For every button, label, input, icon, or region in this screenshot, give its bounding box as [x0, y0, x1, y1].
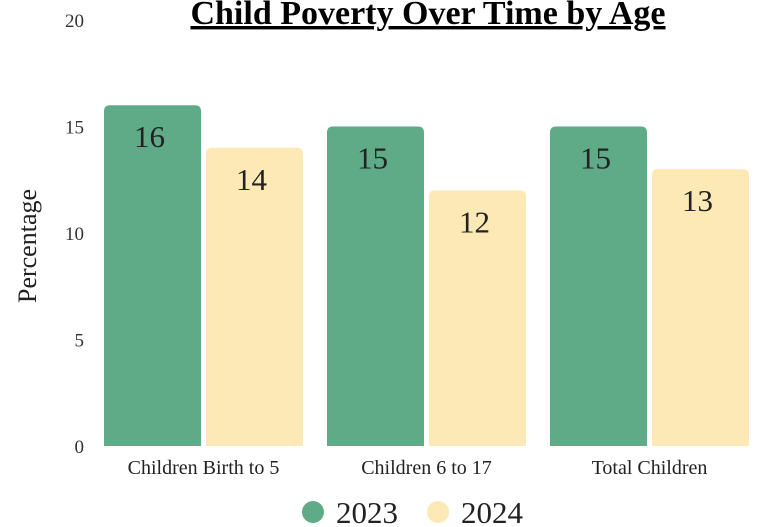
legend-marker-2024 [427, 501, 449, 523]
category-label: Children 6 to 17 [361, 457, 492, 479]
y-tick-label: 5 [75, 331, 85, 352]
y-tick-label: 20 [65, 11, 84, 32]
legend-marker-2023 [302, 501, 324, 523]
y-tick-label: 15 [65, 118, 84, 139]
data-label-2024-0: 14 [236, 162, 268, 197]
bar-2024-0 [206, 147, 303, 447]
chart-title: Child Poverty Over Time by Age [190, 0, 665, 32]
legend: 2023 2024 [302, 495, 524, 527]
category-label: Total Children [592, 457, 708, 479]
y-tick-label: 10 [65, 224, 84, 245]
bar-2024-1 [429, 190, 526, 446]
legend-label-2024: 2024 [461, 495, 524, 527]
bar-2023-0 [104, 105, 201, 446]
y-tick-label: 0 [75, 437, 85, 458]
y-axis-ticks: 0 5 10 15 20 [65, 11, 84, 458]
legend-label-2023: 2023 [336, 495, 398, 527]
data-label-2023-1: 15 [357, 141, 388, 176]
data-label-2023-0: 16 [134, 119, 165, 154]
bar-2024-2 [652, 169, 749, 446]
bars [104, 105, 749, 447]
data-label-2024-1: 12 [459, 204, 490, 239]
data-label-2023-2: 15 [580, 141, 611, 176]
category-label: Children Birth to 5 [128, 457, 280, 479]
bar-2023-2 [550, 126, 647, 446]
y-axis-label: Percentage [13, 189, 42, 303]
x-axis-tick-labels: Children Birth to 5 Children 6 to 17 Total… [128, 457, 708, 479]
data-labels: 16 14 15 12 15 13 [134, 119, 713, 239]
bar-2023-1 [327, 126, 424, 446]
data-label-2024-2: 13 [682, 183, 713, 218]
